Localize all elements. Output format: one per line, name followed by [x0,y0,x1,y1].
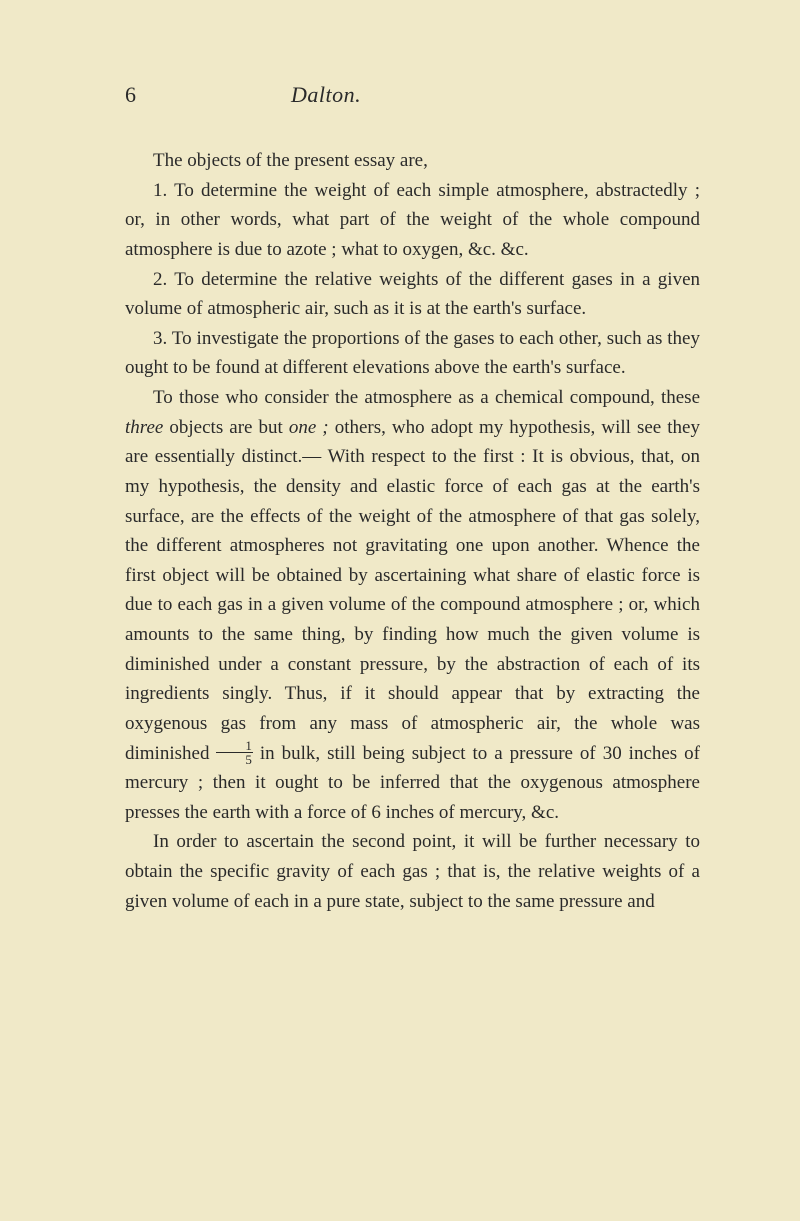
text-segment: others, who adopt my hypothesis, will se… [125,417,700,764]
paragraph-item-3: 3. To investigate the proportions of the… [125,324,700,383]
page-container: 6 Dalton. The objects of the present ess… [0,0,800,996]
italic-one: one ; [289,417,329,438]
body-text: The objects of the present essay are, 1.… [125,146,700,916]
fraction-one-fifth: 15 [216,739,253,766]
page-header: 6 Dalton. [125,82,700,108]
paragraph-intro: The objects of the present essay are, [125,146,700,176]
fraction-denominator: 5 [216,753,253,766]
paragraph-second-point: In order to ascertain the second point, … [125,827,700,916]
paragraph-main: To those who consider the atmosphere as … [125,383,700,827]
text-segment: objects are but [163,417,288,438]
italic-three: three [125,417,163,438]
paragraph-item-1: 1. To determine the weight of each simpl… [125,176,700,265]
text-segment: To those who consider the atmosphere as … [153,387,700,408]
page-number: 6 [125,82,136,108]
paragraph-item-2: 2. To determine the relative weights of … [125,265,700,324]
fraction-numerator: 1 [216,739,253,753]
page-title: Dalton. [291,82,361,108]
